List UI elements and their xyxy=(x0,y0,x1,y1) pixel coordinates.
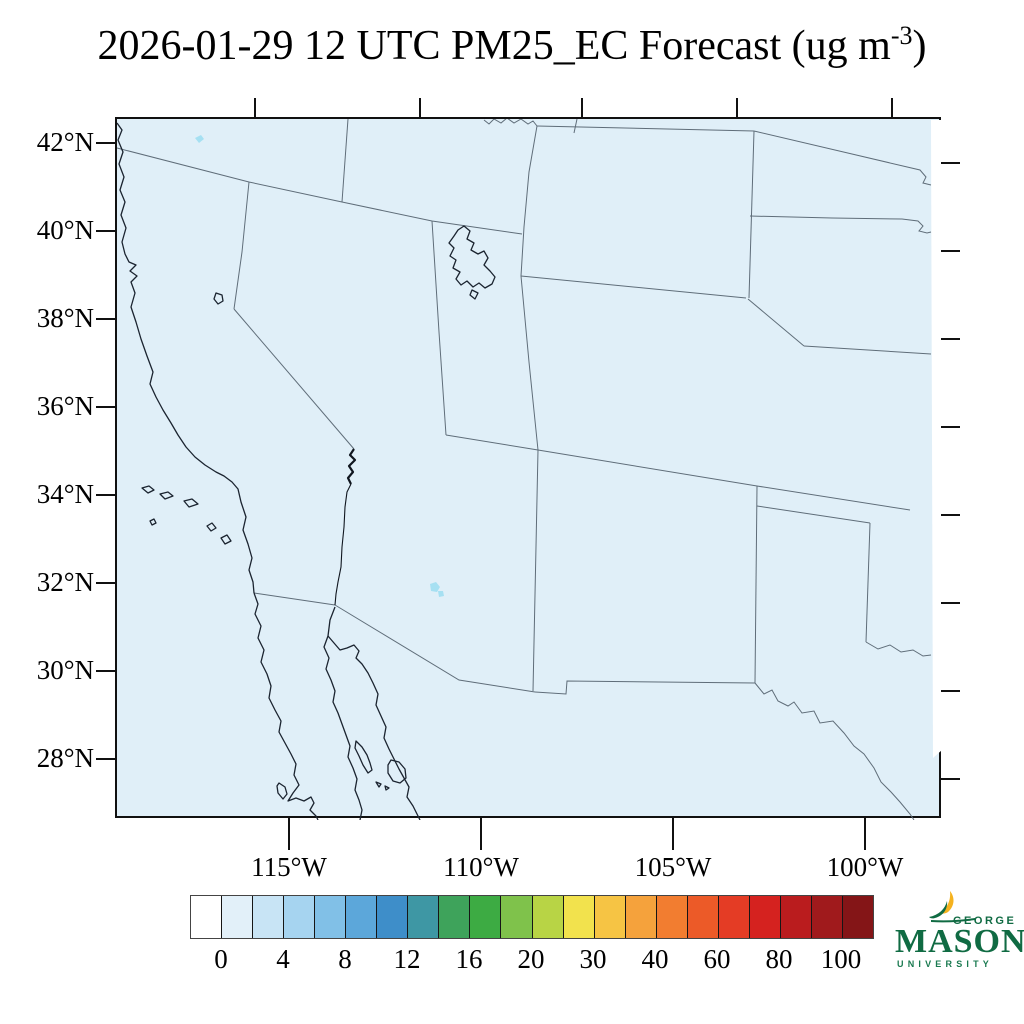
colorbar-tick-label: 4 xyxy=(276,944,290,974)
colorbar-tick-label: 80 xyxy=(765,944,793,974)
flame-icon xyxy=(929,891,975,923)
lat-tick-label: 40°N xyxy=(36,215,94,245)
colorbar-segment xyxy=(656,896,688,938)
colorbar-tick-label: 40 xyxy=(641,944,669,974)
lon-tick-label: 105°W xyxy=(634,852,712,882)
colorbar-segment xyxy=(191,896,223,938)
lat-tick-label: 38°N xyxy=(36,303,94,333)
lon-tick-label: 100°W xyxy=(826,852,904,882)
lon-tick-top xyxy=(254,98,256,117)
colorbar-segment xyxy=(780,896,812,938)
lat-tick xyxy=(96,758,115,760)
colorbar-segment xyxy=(470,896,502,938)
title-suffix: ) xyxy=(912,23,927,69)
state-borders xyxy=(117,119,932,820)
colorbar-segment xyxy=(439,896,471,938)
colorbar-tick-label: 8 xyxy=(338,944,352,974)
lat-tick xyxy=(96,406,115,408)
logo-mason-text: MASON xyxy=(895,923,1024,960)
title-exponent: -3 xyxy=(890,21,913,50)
colorbar-segment xyxy=(532,896,564,938)
lat-tick xyxy=(96,230,115,232)
lat-tick-right xyxy=(941,162,960,164)
lat-tick-label: 30°N xyxy=(36,655,94,685)
colorbar-segment xyxy=(315,896,347,938)
logo-george-text: GEORGE xyxy=(953,915,1017,927)
colorbar-tick-label: 16 xyxy=(455,944,483,974)
colorbar-tick-label: 60 xyxy=(703,944,731,974)
colorbar-segment xyxy=(377,896,409,938)
colorbar-segment xyxy=(749,896,781,938)
lon-tick xyxy=(672,818,674,850)
lat-tick-right xyxy=(941,338,960,340)
lat-tick-label: 28°N xyxy=(36,743,94,773)
colorbar-segment xyxy=(563,896,595,938)
lon-tick xyxy=(480,818,482,850)
title-text: 2026-01-29 12 UTC PM25_EC Forecast (ug m xyxy=(97,23,891,69)
coastlines xyxy=(117,122,496,820)
colorbar-segment xyxy=(501,896,533,938)
colorbar-segment xyxy=(253,896,285,938)
lon-tick-label: 110°W xyxy=(443,852,519,882)
colorbar-tick-label: 0 xyxy=(214,944,228,974)
domain-edge-gap xyxy=(931,120,942,758)
colorbar-segment xyxy=(222,896,254,938)
colorbar-segment xyxy=(346,896,378,938)
colorbar-segment xyxy=(284,896,316,938)
colorado-river xyxy=(334,448,357,606)
colorbar-segment xyxy=(687,896,719,938)
figure-title: 2026-01-29 12 UTC PM25_EC Forecast (ug m… xyxy=(0,22,1024,70)
colorbar-segment xyxy=(408,896,440,938)
lon-tick xyxy=(864,818,866,850)
colorbar-segment xyxy=(842,896,874,938)
lat-tick-right xyxy=(941,426,960,428)
lon-tick-top xyxy=(891,98,893,117)
colorbar-tick-label: 20 xyxy=(517,944,545,974)
lat-tick-label: 42°N xyxy=(36,127,94,157)
lon-tick xyxy=(288,818,290,850)
gmu-logo: GEORGE MASON UNIVERSITY xyxy=(891,879,1024,979)
lat-tick xyxy=(96,318,115,320)
lat-tick-label: 36°N xyxy=(36,391,94,421)
lon-tick-label: 115°W xyxy=(251,852,327,882)
lat-tick xyxy=(96,142,115,144)
pm25-low-patches xyxy=(195,135,444,597)
lat-tick-right xyxy=(941,250,960,252)
map-panel xyxy=(115,117,942,820)
lat-tick-right xyxy=(941,778,960,780)
lat-tick-right xyxy=(941,514,960,516)
colorbar-segment xyxy=(811,896,843,938)
lon-tick-top xyxy=(581,98,583,117)
colorbar xyxy=(190,895,874,939)
colorbar-segment xyxy=(625,896,657,938)
lat-tick xyxy=(96,670,115,672)
colorbar-tick-label: 30 xyxy=(579,944,607,974)
lat-tick-label: 34°N xyxy=(36,479,94,509)
colorbar-tick-label: 100 xyxy=(820,944,862,974)
lat-tick-right xyxy=(941,602,960,604)
lat-tick-label: 32°N xyxy=(36,567,94,597)
colorbar-segment xyxy=(594,896,626,938)
logo-university-text: UNIVERSITY xyxy=(897,959,994,969)
lat-tick xyxy=(96,494,115,496)
map-canvas xyxy=(117,119,942,820)
lat-tick xyxy=(96,582,115,584)
colorbar-tick-label: 12 xyxy=(393,944,421,974)
lon-tick-top xyxy=(736,98,738,117)
lat-tick-right xyxy=(941,690,960,692)
lon-tick-top xyxy=(419,98,421,117)
colorbar-segment xyxy=(718,896,750,938)
